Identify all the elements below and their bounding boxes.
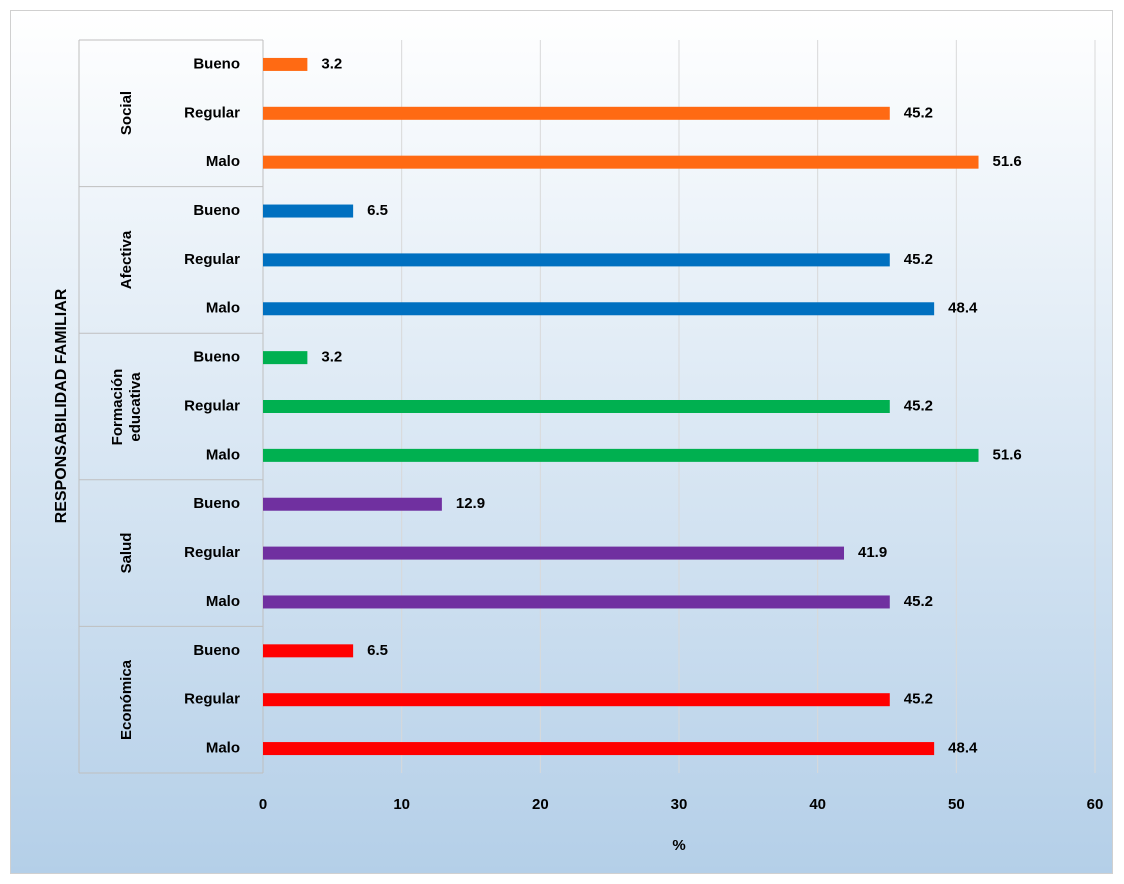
y-tick-label: Malo <box>206 740 240 757</box>
y-tick-label: Regular <box>184 397 240 414</box>
x-axis-title: % <box>672 837 685 854</box>
y-axis-title: RESPONSABILIDAD FAMILIAR <box>53 288 70 524</box>
value-label: 45.2 <box>904 397 933 414</box>
value-label: 45.2 <box>904 691 933 708</box>
value-label: 3.2 <box>321 349 342 366</box>
x-tick-label: 20 <box>532 796 549 813</box>
value-label: 12.9 <box>456 495 485 512</box>
y-tick-label: Regular <box>184 251 240 268</box>
value-label: 45.2 <box>904 251 933 268</box>
x-tick-label: 40 <box>809 796 826 813</box>
bar <box>263 155 979 169</box>
y-tick-label: Regular <box>184 691 240 708</box>
group-label: Salud <box>118 532 135 574</box>
bar <box>263 106 890 120</box>
bar <box>263 448 979 462</box>
bar <box>263 204 354 218</box>
y-tick-label: Malo <box>206 446 240 463</box>
y-tick-label: Bueno <box>193 642 240 659</box>
value-label: 51.6 <box>993 446 1022 463</box>
value-label: 45.2 <box>904 104 933 121</box>
y-tick-label: Bueno <box>193 349 240 366</box>
bar <box>263 693 890 707</box>
bar <box>263 351 308 365</box>
chart-background <box>10 10 1113 874</box>
group-label: Social <box>118 91 135 136</box>
bar <box>263 595 890 609</box>
y-tick-label: Malo <box>206 153 240 170</box>
value-label: 51.6 <box>993 153 1022 170</box>
value-label: 3.2 <box>321 55 342 72</box>
value-label: 48.4 <box>948 300 978 317</box>
x-tick-label: 30 <box>671 796 688 813</box>
value-label: 6.5 <box>367 202 388 219</box>
group-label: Formación educativa <box>109 368 144 445</box>
bar <box>263 57 308 71</box>
bar <box>263 546 845 560</box>
x-tick-label: 60 <box>1087 796 1104 813</box>
bar <box>263 400 890 413</box>
value-label: 48.4 <box>948 740 978 757</box>
value-label: 41.9 <box>858 544 887 561</box>
x-tick-label: 0 <box>259 796 267 813</box>
y-tick-label: Malo <box>206 300 240 317</box>
value-label: 45.2 <box>904 593 933 610</box>
bar <box>263 497 442 511</box>
group-label: Económica <box>118 659 135 740</box>
bar <box>263 742 935 756</box>
y-tick-label: Bueno <box>193 202 240 219</box>
x-tick-label: 10 <box>393 796 410 813</box>
value-label: 6.5 <box>367 642 388 659</box>
bar <box>263 302 935 316</box>
y-tick-label: Regular <box>184 104 240 121</box>
y-tick-label: Regular <box>184 544 240 561</box>
bar <box>263 644 354 658</box>
y-tick-label: Malo <box>206 593 240 610</box>
group-label: Afectiva <box>118 230 135 290</box>
y-tick-label: Bueno <box>193 55 240 72</box>
x-tick-label: 50 <box>948 796 965 813</box>
y-tick-label: Bueno <box>193 495 240 512</box>
bar <box>263 253 890 267</box>
